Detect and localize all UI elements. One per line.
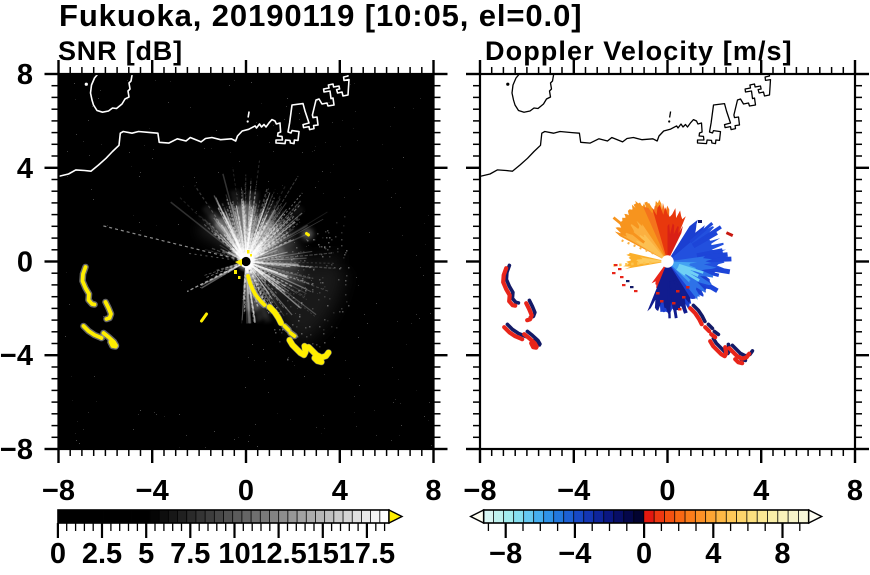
svg-text:Fukuoka, 20190119 [10:05, el=0: Fukuoka, 20190119 [10:05, el=0.0] [59, 0, 582, 33]
svg-text:Doppler Velocity [m/s]: Doppler Velocity [m/s] [485, 36, 793, 66]
svg-text:0: 0 [17, 247, 33, 279]
svg-text:4: 4 [332, 475, 348, 507]
svg-text:0: 0 [636, 538, 652, 570]
svg-text:17.5: 17.5 [339, 538, 395, 570]
svg-text:0: 0 [50, 538, 66, 570]
svg-text:0: 0 [238, 475, 254, 507]
svg-text:2.5: 2.5 [82, 538, 122, 570]
svg-text:4: 4 [705, 538, 721, 570]
svg-text:8: 8 [847, 475, 863, 507]
svg-text:12.5: 12.5 [250, 538, 306, 570]
svg-text:7.5: 7.5 [170, 538, 210, 570]
svg-text:8: 8 [425, 475, 441, 507]
svg-text:8: 8 [774, 538, 790, 570]
svg-text:0: 0 [659, 475, 675, 507]
svg-text:−4: −4 [0, 340, 33, 372]
svg-text:5: 5 [138, 538, 154, 570]
svg-text:4: 4 [753, 475, 769, 507]
svg-text:−4: −4 [558, 538, 591, 570]
svg-text:SNR [dB]: SNR [dB] [58, 36, 183, 66]
svg-text:8: 8 [17, 59, 33, 91]
svg-text:−4: −4 [557, 475, 590, 507]
svg-text:−8: −8 [0, 434, 33, 466]
svg-text:−8: −8 [42, 475, 75, 507]
svg-text:−4: −4 [136, 475, 169, 507]
svg-text:15: 15 [307, 538, 339, 570]
svg-text:4: 4 [17, 153, 33, 185]
svg-text:−8: −8 [463, 475, 496, 507]
svg-text:−8: −8 [489, 538, 522, 570]
svg-text:10: 10 [218, 538, 250, 570]
